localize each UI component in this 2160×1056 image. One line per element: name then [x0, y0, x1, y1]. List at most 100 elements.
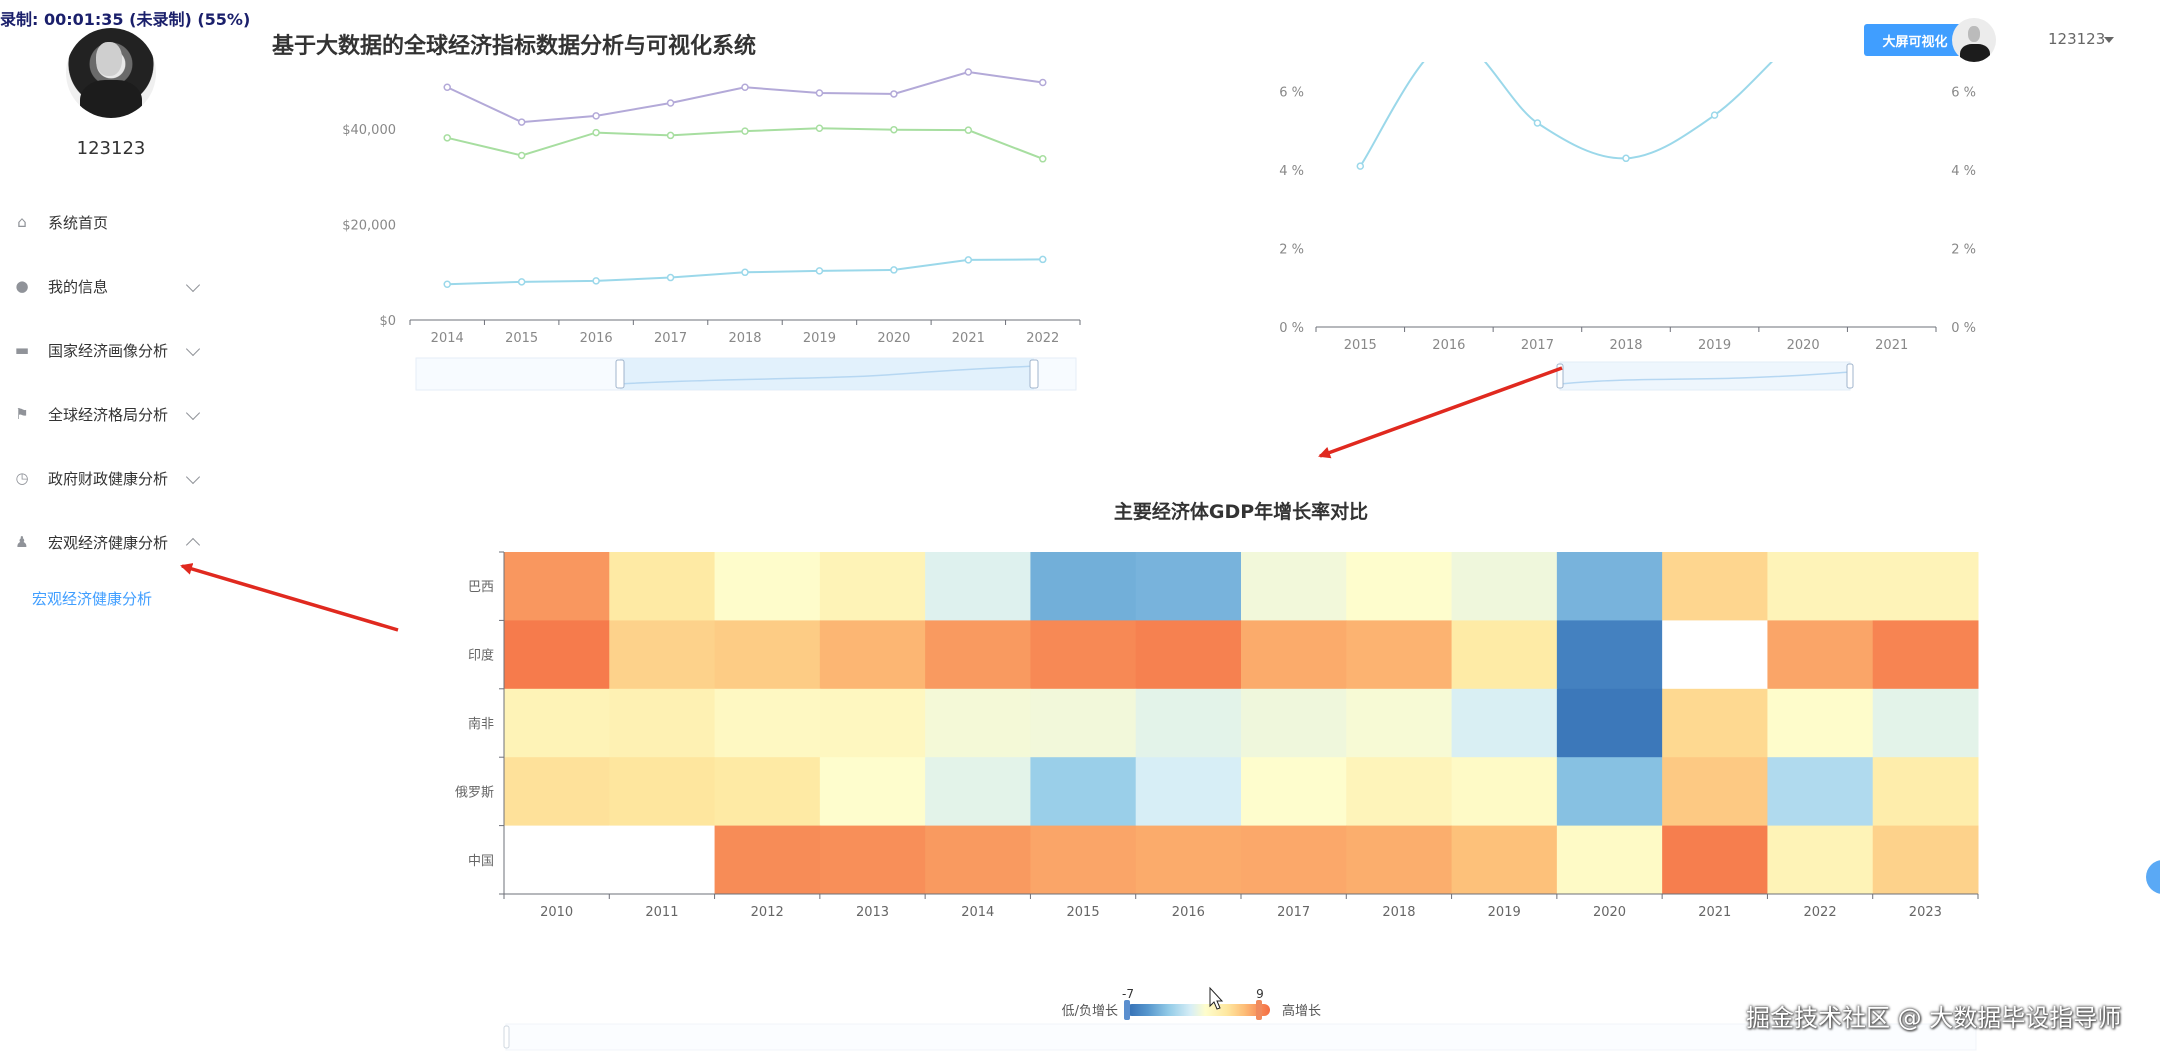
big-screen-button[interactable]: 大屏可视化	[1864, 24, 1966, 56]
y-tick-label: 俄罗斯	[455, 785, 494, 800]
heatmap-cell	[819, 552, 926, 621]
heatmap-cell	[1872, 620, 1979, 690]
data-point	[666, 131, 675, 140]
data-point	[517, 151, 526, 160]
heatmap-cell	[819, 757, 926, 827]
heatmap-cell	[609, 825, 716, 895]
data-point	[666, 99, 675, 107]
heatmap-cell	[714, 620, 821, 690]
heatmap-cell	[714, 688, 821, 758]
sidebar-item-label: 宏观经济健康分析	[48, 533, 169, 552]
heatmap-cell	[1767, 688, 1874, 758]
x-tick-label: 2019	[1698, 338, 1731, 353]
sidebar-item-fiscal-health[interactable]: ◷ 政府财政健康分析	[0, 446, 222, 510]
chart-title: 主要经济体GDP年增长率对比	[1114, 500, 1368, 523]
data-point	[592, 112, 600, 120]
avatar[interactable]	[66, 28, 156, 118]
heatmap-cell	[925, 620, 1031, 690]
heatmap-cell	[1767, 552, 1874, 621]
header-username[interactable]: 123123	[2048, 30, 2106, 48]
heatmap-cell	[504, 825, 610, 895]
heatmap-cell	[609, 620, 716, 690]
data-point	[443, 280, 451, 288]
heatmap-cell	[1030, 552, 1137, 621]
data-point	[815, 89, 824, 97]
heatmap-cell	[1241, 757, 1347, 827]
heatmap-cell	[1556, 757, 1663, 827]
x-tick-label: 2012	[751, 905, 784, 920]
floating-action-button[interactable]	[2146, 860, 2160, 894]
x-tick-label: 2013	[856, 905, 889, 920]
data-point	[964, 68, 973, 76]
heatmap-cell	[504, 552, 610, 621]
data-zoom-handle	[503, 1025, 510, 1049]
y-tick-label: 巴西	[468, 580, 494, 595]
data-point	[890, 125, 898, 134]
heatmap-cell	[1451, 688, 1558, 758]
heatmap-cell	[925, 688, 1031, 758]
data-point	[592, 277, 600, 285]
heatmap-cell	[1556, 552, 1663, 621]
caret-down-icon[interactable]	[2104, 37, 2114, 43]
data-point	[741, 83, 749, 92]
y-tick-label-right: 0 %	[1951, 321, 1976, 336]
y-tick-label: 6 %	[1279, 86, 1304, 101]
heatmap-cell	[1135, 688, 1242, 758]
sidebar-item-country-profile[interactable]: ▬ 国家经济画像分析	[0, 318, 222, 382]
sidebar-item-macro-health[interactable]: ♟ 宏观经济健康分析	[0, 510, 222, 574]
visual-map-low-label: 低/负增长	[1062, 1004, 1118, 1019]
data-zoom-preview	[619, 365, 1035, 385]
sidebar-item-global-pattern[interactable]: ⚑ 全球经济格局分析	[0, 382, 222, 446]
data-zoom-handle	[615, 359, 625, 389]
heatmap-cell	[1030, 825, 1137, 895]
visual-map-handle[interactable]	[1124, 1000, 1130, 1020]
heatmap-cell	[1135, 620, 1242, 690]
heatmap-cell	[1346, 620, 1453, 690]
y-tick-label: $40,000	[342, 123, 396, 138]
sidebar-subitem-macro-health[interactable]: 宏观经济健康分析	[32, 589, 153, 608]
heatmap-cell	[1241, 620, 1347, 690]
heatmap-cell	[1872, 552, 1979, 621]
x-tick-label: 2014	[961, 905, 994, 920]
heatmap-cell	[1241, 825, 1347, 895]
header-avatar[interactable]	[1952, 18, 1996, 62]
briefcase-icon: ▬	[14, 341, 30, 359]
heatmap-cell	[1030, 757, 1137, 827]
heatmap-cell	[819, 620, 926, 690]
visual-map-handle[interactable]	[1256, 1000, 1262, 1020]
sidebar: 123123 ⌂ 系统首页 ● 我的信息 ▬ 国家经济画像分析 ⚑ 全球经济格局…	[0, 0, 222, 1056]
heatmap-cell	[504, 688, 610, 758]
x-tick-label: 2015	[1067, 905, 1100, 920]
heatmap-cell	[1346, 552, 1453, 621]
x-tick-label: 2021	[952, 331, 985, 346]
y-tick-label: 2 %	[1279, 243, 1304, 258]
data-point	[890, 266, 898, 274]
heatmap-cell	[1346, 757, 1453, 827]
heatmap-cell	[1135, 757, 1242, 827]
heatmap-cell	[925, 552, 1031, 621]
heatmap-cell	[1241, 552, 1347, 621]
heatmap-cell	[1767, 825, 1874, 895]
user-icon: ●	[15, 277, 29, 295]
x-tick-label: 2016	[1172, 905, 1205, 920]
heatmap-cell	[1662, 552, 1768, 621]
data-point	[1039, 255, 1047, 264]
x-tick-label: 2014	[431, 331, 464, 346]
x-tick-label: 2017	[654, 331, 687, 346]
visual-map-bar[interactable]	[1126, 1004, 1270, 1016]
heatmap-cell	[1346, 688, 1453, 758]
growth-rate-line-chart: 0 % 0 % 2 % 2 % 4 % 4 % 6 % 6 % 2015 2016 2017 2018…	[1279, 62, 1976, 391]
data-point	[741, 127, 749, 135]
data-point	[964, 256, 973, 264]
data-point	[517, 118, 526, 126]
data-point	[443, 83, 451, 92]
sidebar-item-my-info[interactable]: ● 我的信息	[0, 254, 222, 318]
stamp-icon: ♟	[15, 533, 29, 551]
heatmap-cell	[1556, 825, 1663, 895]
sidebar-item-home[interactable]: ⌂ 系统首页	[0, 190, 222, 254]
page-title: 基于大数据的全球经济指标数据分析与可视化系统	[272, 34, 757, 59]
x-tick-label: 2010	[540, 905, 573, 920]
x-tick-label: 2016	[1432, 338, 1465, 353]
